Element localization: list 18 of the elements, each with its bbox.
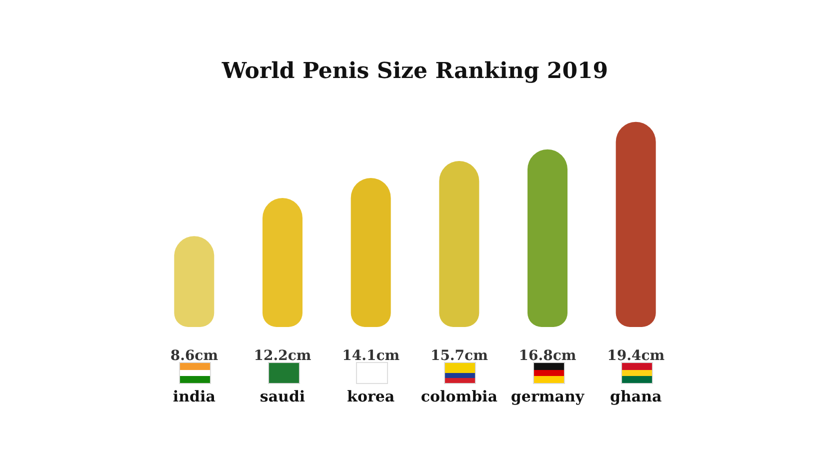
x-tick-label: germany [510,388,586,406]
chart-title: World Penis Size Ranking 2019 [220,58,608,84]
x-tick-label: saudi [260,388,306,406]
x-tick-label: korea [347,388,395,406]
data-label: 19.4cm [607,348,665,364]
bar [439,161,480,327]
x-tick-label: india [172,388,216,406]
bar [616,122,656,327]
bar [350,178,391,327]
bar [262,198,302,327]
x-tick-label: colombia [420,388,498,406]
data-label: 16.8cm [518,348,576,364]
data-label: 15.7cm [430,348,488,364]
x-tick-label: ghana [610,388,662,406]
bar [528,149,568,327]
data-label: 8.6cm [170,348,218,364]
data-label: 14.1cm [342,348,400,364]
data-label: 12.2cm [254,348,312,364]
